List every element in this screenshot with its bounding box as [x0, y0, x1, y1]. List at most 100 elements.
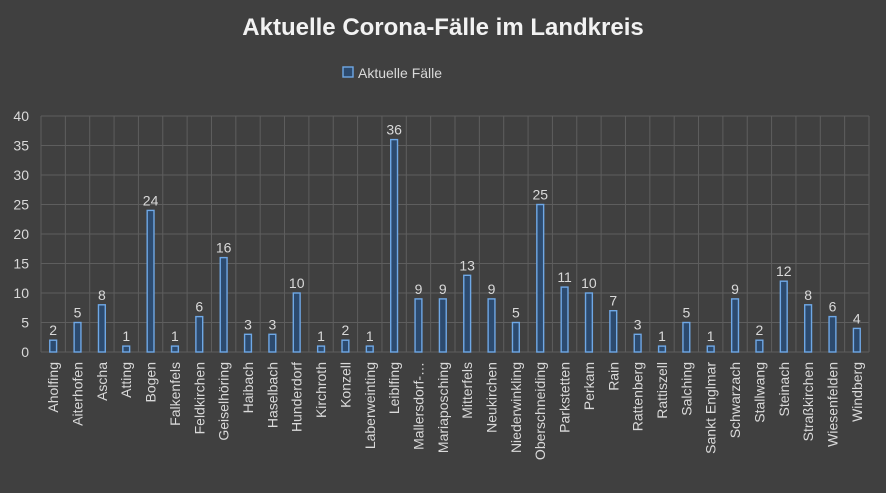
data-label: 2	[342, 322, 350, 338]
y-tick-label: 5	[21, 315, 29, 331]
data-label: 7	[609, 293, 617, 309]
bar	[73, 321, 82, 353]
data-label: 9	[488, 281, 496, 297]
bar	[657, 345, 667, 353]
x-tick-label: Rattenberg	[630, 362, 646, 431]
data-label: 25	[532, 187, 548, 203]
x-tick-label: Haselbach	[264, 362, 280, 428]
x-tick-label: Neukirchen	[484, 362, 500, 433]
x-tick-label: Feldkirchen	[191, 362, 207, 434]
bar	[292, 292, 301, 353]
x-tick-label: Rattiszell	[654, 362, 670, 419]
x-tick-label: Konzell	[337, 362, 353, 408]
x-tick-label: Straßkirchen	[800, 362, 816, 441]
x-axis: Aholfing Aiterhofen Ascha Atting Bogen Falken…	[45, 362, 865, 460]
x-tick-label: Perkam	[581, 362, 597, 410]
bar	[584, 292, 594, 353]
bar	[341, 339, 350, 353]
bar	[536, 203, 545, 353]
y-axis: 0 5 10 15 20 25 30 35 40	[13, 108, 29, 360]
y-tick-label: 30	[13, 167, 29, 183]
x-tick-label: Steinach	[776, 362, 792, 416]
y-tick-label: 40	[13, 108, 29, 124]
y-tick-label: 15	[13, 256, 29, 272]
bar	[316, 345, 326, 353]
bar	[390, 138, 399, 353]
bar	[609, 310, 618, 353]
x-tick-label: Schwarzach	[727, 362, 743, 438]
data-label: 1	[122, 328, 130, 344]
bar	[511, 321, 520, 353]
bar	[243, 333, 253, 353]
data-label: 9	[415, 281, 423, 297]
x-tick-label: Laberweinting	[362, 362, 378, 449]
data-label: 6	[829, 299, 837, 315]
y-tick-label: 0	[21, 344, 29, 360]
x-tick-label: Parkstetten	[557, 362, 573, 433]
x-tick-label: Bogen	[143, 362, 159, 402]
x-tick-label: Stallwang	[751, 362, 767, 423]
data-label: 1	[171, 328, 179, 344]
bar	[49, 339, 58, 353]
x-tick-label: Geiselhöring	[216, 362, 232, 441]
y-tick-label: 25	[13, 197, 29, 213]
gridlines	[40, 115, 870, 353]
bar	[755, 339, 764, 353]
x-tick-label: Niederwinkling	[508, 362, 524, 453]
data-label: 3	[268, 316, 276, 332]
bar	[365, 345, 374, 353]
y-tick-label: 35	[13, 138, 29, 154]
bar	[487, 298, 496, 353]
x-tick-label: Haibach	[240, 362, 256, 413]
data-label: 8	[804, 287, 812, 303]
data-label: 1	[658, 328, 666, 344]
bar	[438, 298, 447, 353]
bar	[146, 209, 155, 353]
data-label: 9	[731, 281, 739, 297]
bar	[730, 298, 740, 353]
data-label: 36	[386, 122, 402, 138]
chart-title: Aktuelle Corona-Fälle im Landkreis	[242, 14, 643, 41]
y-tick-label: 20	[13, 226, 29, 242]
data-label: 6	[195, 299, 203, 315]
data-label: 24	[143, 192, 159, 208]
y-tick-label: 10	[13, 285, 29, 301]
bar	[852, 327, 861, 353]
bars	[49, 138, 861, 353]
x-tick-label: Ascha	[94, 362, 110, 401]
x-tick-label: Aiterhofen	[70, 362, 86, 426]
bar	[463, 274, 472, 353]
data-label: 12	[776, 263, 792, 279]
data-label: 2	[49, 322, 57, 338]
bar	[170, 345, 180, 353]
data-label: 5	[74, 305, 82, 321]
bar	[682, 321, 691, 353]
bar	[779, 280, 788, 353]
x-tick-label: Sankt Englmar	[703, 362, 719, 454]
data-label: 10	[289, 275, 305, 291]
data-label: 2	[756, 322, 764, 338]
data-label: 16	[216, 240, 232, 256]
data-label: 13	[459, 257, 475, 273]
data-label: 3	[244, 316, 252, 332]
x-tick-label: Oberschneiding	[532, 362, 548, 460]
x-tick-label: Mitterfels	[459, 362, 475, 419]
bar	[828, 315, 837, 353]
bar	[219, 256, 228, 353]
data-label: 10	[581, 275, 597, 291]
bar	[706, 345, 715, 353]
legend-label: Aktuelle Fälle	[358, 65, 442, 81]
x-tick-label: Hunderdorf	[289, 362, 305, 432]
x-tick-label: Windberg	[849, 362, 865, 422]
bar	[97, 304, 106, 353]
legend: Aktuelle Fälle	[342, 65, 442, 81]
data-label: 5	[512, 305, 520, 321]
x-tick-label: Mallersdorf-…	[410, 362, 426, 450]
x-tick-label: Aholfing	[45, 362, 61, 413]
data-label: 1	[707, 328, 715, 344]
x-tick-label: Atting	[118, 362, 134, 398]
x-tick-label: Wiesenfelden	[824, 362, 840, 447]
data-label: 5	[682, 305, 690, 321]
